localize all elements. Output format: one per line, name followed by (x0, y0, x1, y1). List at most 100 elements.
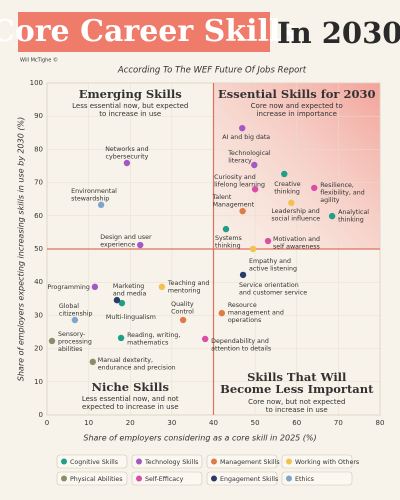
y-tick-label: 30 (34, 311, 43, 319)
point (113, 296, 121, 304)
point-label: management and (228, 310, 284, 317)
title-suffix: In 2030 (277, 16, 400, 50)
point-label: Motivation and (273, 236, 320, 243)
point (123, 159, 131, 167)
x-tick-label: 40 (209, 419, 218, 427)
point-label: agility (320, 197, 340, 204)
point-label: processing (58, 338, 92, 345)
legend-box (131, 471, 203, 486)
quadrant-description: Core now and expected to (251, 102, 343, 110)
legend-label: Self-Efficacy (145, 476, 184, 483)
quadrant-description: Less essential now, and not (82, 395, 179, 403)
x-tick-label: 60 (292, 419, 301, 427)
point (118, 299, 126, 307)
quadrant-description: to increase in use (99, 110, 161, 118)
point (249, 245, 257, 253)
legend-swatch (211, 458, 217, 465)
legend-swatch (136, 458, 142, 465)
point-label: Resilience, (320, 182, 354, 189)
point-label: cybersecurity (106, 154, 149, 161)
point-label: stewardship (71, 195, 109, 202)
x-axis-label: Share of employers considering as a core… (83, 434, 316, 443)
point-label: Design and user (100, 234, 152, 241)
quadrant-description: to increase in use (266, 406, 328, 414)
legend-label: Engagement Skills (220, 476, 278, 483)
point (239, 124, 246, 132)
x-tick-label: 50 (251, 419, 260, 427)
legend-swatch (211, 475, 217, 482)
legend-box (56, 454, 128, 469)
point (281, 170, 288, 178)
point-label: Service orientation (239, 282, 299, 289)
point-label: flexibility, and (320, 189, 365, 196)
subtitle: According To The WEF Future Of Jobs Repo… (117, 66, 307, 76)
point (239, 271, 247, 279)
point (239, 207, 246, 215)
point-label: Analytical (338, 209, 369, 216)
legend-item: Cognitive Skills (56, 454, 128, 469)
quadrant-description: Less essential now, but expected (72, 102, 188, 110)
point (264, 237, 272, 245)
point (222, 225, 230, 233)
point (251, 161, 258, 169)
legend-swatch (61, 475, 67, 482)
point (97, 201, 105, 209)
point-label: and customer service (239, 289, 307, 296)
y-tick-label: 70 (34, 179, 43, 187)
point-label: Quality (171, 301, 194, 308)
point (137, 241, 144, 249)
point (158, 283, 166, 291)
point (48, 337, 56, 345)
legend-label: Cognitive Skills (70, 459, 118, 466)
point-label: and media (113, 291, 147, 298)
point-label: experience (100, 242, 135, 249)
point (201, 335, 209, 343)
y-tick-label: 80 (34, 145, 43, 153)
point (89, 358, 96, 366)
point (91, 283, 99, 291)
point-label: attention to details (211, 345, 271, 352)
legend-swatch (286, 458, 292, 465)
legend-box (206, 454, 278, 469)
y-tick-label: 40 (34, 278, 43, 286)
x-tick-label: 10 (84, 419, 93, 427)
point-label: AI and big data (222, 134, 270, 141)
point (288, 199, 295, 207)
point-label: Dependability and (211, 338, 269, 345)
legend-box (281, 454, 353, 469)
point-label: citizenship (59, 311, 93, 318)
legend-item: Engagement Skills (206, 471, 278, 486)
quadrant-description: increase in importance (257, 110, 337, 118)
y-tick-label: 100 (30, 79, 43, 87)
legend-label: Management Skills (220, 459, 280, 466)
point-label: Multi-lingualism (106, 314, 156, 321)
point-label: Talent (212, 194, 232, 201)
point-label: Empathy and (249, 258, 291, 265)
point-label: Management (213, 202, 255, 209)
point-label: Global (59, 303, 79, 310)
point-label: thinking (274, 188, 300, 195)
legend-box (281, 471, 353, 486)
legend-item: Physical Abilities (56, 471, 128, 486)
quadrant-title: Skills That Will Become Less Important (220, 370, 374, 396)
legend-label: Technology Skills (144, 459, 198, 466)
credit: Will McTighe © (20, 57, 58, 64)
point-label: Curiosity and (214, 174, 256, 181)
point-label: Programming (47, 284, 89, 291)
point-label: thinking (215, 243, 241, 250)
x-tick-label: 20 (126, 419, 135, 427)
y-tick-label: 90 (34, 112, 43, 120)
y-tick-label: 10 (34, 378, 43, 386)
point-label: literacy (228, 158, 252, 165)
point (117, 334, 125, 342)
point-label: Leadership and (271, 208, 319, 215)
point (179, 316, 187, 324)
point (311, 184, 318, 192)
point-label: Control (171, 309, 194, 316)
point (328, 212, 336, 220)
y-tick-label: 20 (34, 345, 43, 353)
point-label: endurance and precision (98, 364, 176, 371)
quadrant-title: Emerging Skills (79, 87, 182, 101)
point-label: Systems (215, 235, 242, 242)
legend-item: Management Skills (206, 454, 280, 469)
